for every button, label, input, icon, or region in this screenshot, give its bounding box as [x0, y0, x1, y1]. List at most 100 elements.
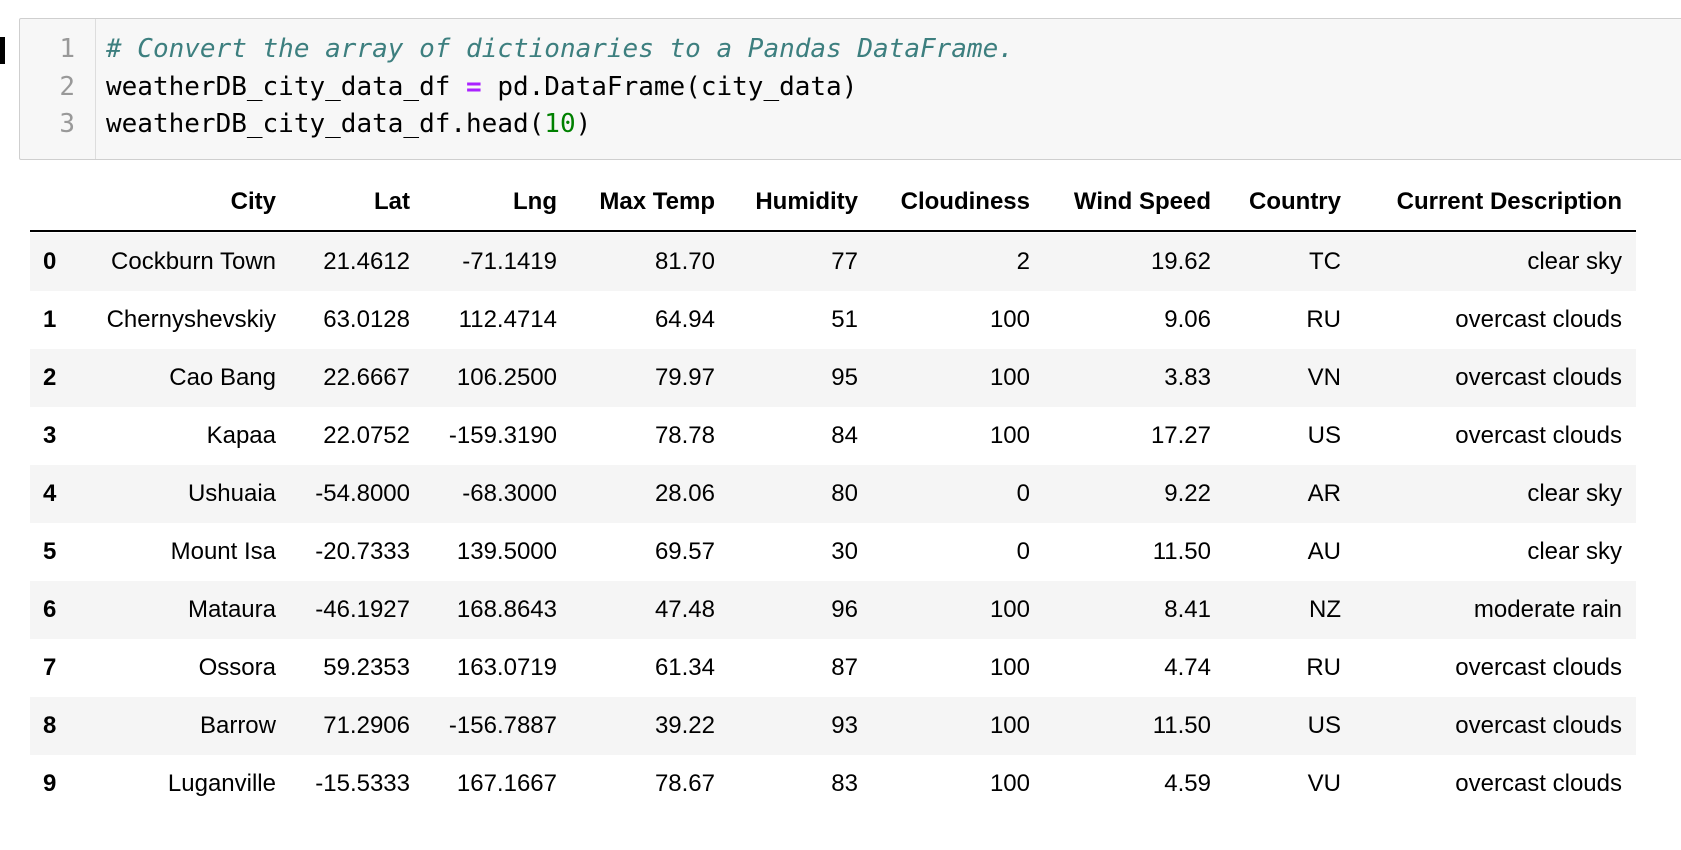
table-cell: 100 [989, 364, 1030, 391]
table-cell: 168.8643 [456, 596, 557, 623]
table-cell: AU [1307, 538, 1341, 565]
table-cell: 112.4714 [458, 306, 557, 333]
code-token: ) [575, 109, 592, 139]
table-cell: 22.0752 [323, 422, 410, 449]
table-cell: -71.1419 [462, 248, 557, 275]
table-cell: Chernyshevskiy [106, 306, 276, 333]
row-index: 3 [43, 422, 57, 449]
code-token: weatherDB_city_data_df [106, 71, 467, 102]
table-cell: Kapaa [206, 422, 276, 449]
table-cell: -156.7887 [448, 712, 557, 739]
row-index: 9 [43, 770, 57, 797]
table-cell: 8.41 [1164, 596, 1211, 623]
table-cell: -20.7333 [315, 538, 410, 565]
table-cell: 0 [1016, 480, 1030, 507]
table-cell: 19.62 [1150, 248, 1211, 275]
column-header: Cloudiness [900, 188, 1030, 215]
table-cell: 139.5000 [456, 538, 557, 565]
column-header: Current Description [1396, 188, 1622, 215]
column-header: Lng [513, 188, 557, 215]
table-cell: 80 [831, 480, 858, 507]
table-cell: 84 [831, 422, 858, 449]
table-cell: Cockburn Town [111, 248, 276, 275]
table-cell: 61.34 [654, 654, 715, 681]
table-cell: overcast clouds [1455, 364, 1622, 391]
row-stripe [30, 697, 1636, 755]
table-cell: 100 [989, 422, 1030, 449]
table-cell: Ossora [198, 654, 276, 681]
table-cell: 93 [831, 712, 858, 739]
table-cell: 3.83 [1164, 364, 1211, 391]
column-header: City [230, 188, 276, 215]
table-cell: Cao Bang [169, 364, 276, 391]
table-cell: 69.57 [654, 538, 715, 565]
line-number: 2 [59, 71, 75, 102]
table-cell: clear sky [1527, 248, 1622, 275]
code-token: = [466, 71, 482, 102]
column-header: Lat [374, 188, 410, 215]
table-cell: overcast clouds [1455, 306, 1622, 333]
table-cell: 100 [989, 596, 1030, 623]
table-cell: Barrow [199, 712, 276, 739]
line-gutter: 1 2 3 [20, 19, 96, 159]
table-cell: 0 [1016, 538, 1030, 565]
row-index: 7 [43, 654, 57, 681]
row-index: 1 [43, 306, 57, 333]
table-cell: 9.22 [1164, 480, 1211, 507]
table-cell: 63.0128 [323, 306, 410, 333]
table-cell: clear sky [1527, 538, 1622, 565]
table-cell: Mataura [187, 596, 276, 623]
table-cell: 47.48 [654, 596, 715, 623]
table-cell: 11.50 [1152, 712, 1211, 739]
row-index: 5 [43, 538, 57, 565]
table-cell: moderate rain [1473, 596, 1622, 623]
table-cell: 30 [831, 538, 858, 565]
table-cell: 22.6667 [323, 364, 410, 391]
code-token: weatherDB_city_data_df.head( [106, 109, 545, 139]
table-cell: -15.5333 [315, 770, 410, 797]
column-header: Wind Speed [1073, 188, 1211, 215]
table-cell: 17.27 [1150, 422, 1211, 449]
header-rule [30, 230, 1636, 232]
table-cell: Luganville [167, 770, 276, 797]
table-cell: 100 [989, 770, 1030, 797]
table-cell: NZ [1309, 596, 1341, 623]
code-cell[interactable]: 1 2 3 # Convert the array of dictionaries … [19, 18, 1681, 160]
table-cell: 78.67 [654, 770, 715, 797]
table-cell: AR [1307, 480, 1341, 507]
table-cell: 78.78 [654, 422, 715, 449]
code-token: 10 [544, 109, 576, 139]
table-cell: -68.3000 [462, 480, 557, 507]
column-header: Max Temp [599, 188, 715, 215]
table-cell: VN [1307, 364, 1341, 391]
code-line: # Convert the array of dictionaries to a… [106, 30, 1014, 68]
code-line: weatherDB_city_data_df.head(10) [106, 105, 591, 143]
table-cell: TC [1309, 248, 1341, 275]
cell-marker [0, 37, 5, 64]
table-cell: 95 [831, 364, 858, 391]
table-cell: US [1307, 422, 1341, 449]
table-cell: 83 [831, 770, 858, 797]
table-cell: overcast clouds [1455, 654, 1622, 681]
table-cell: 4.74 [1164, 654, 1211, 681]
table-cell: VU [1307, 770, 1341, 797]
table-cell: 100 [989, 654, 1030, 681]
table-cell: -46.1927 [315, 596, 410, 623]
table-cell: RU [1306, 306, 1341, 333]
table-cell: 39.22 [654, 712, 715, 739]
table-cell: -54.8000 [315, 480, 410, 507]
row-stripe [30, 465, 1636, 523]
row-index: 8 [43, 712, 57, 739]
table-cell: 71.2906 [323, 712, 410, 739]
table-cell: 21.4612 [323, 248, 410, 275]
column-header: Humidity [755, 188, 858, 215]
table-cell: overcast clouds [1455, 770, 1622, 797]
row-stripe [30, 349, 1636, 407]
table-cell: 28.06 [654, 480, 715, 507]
table-cell: overcast clouds [1455, 712, 1622, 739]
table-cell: 100 [989, 306, 1030, 333]
table-cell: 96 [831, 596, 858, 623]
row-index: 0 [43, 248, 57, 275]
row-index: 2 [43, 364, 57, 391]
table-cell: 79.97 [654, 364, 715, 391]
